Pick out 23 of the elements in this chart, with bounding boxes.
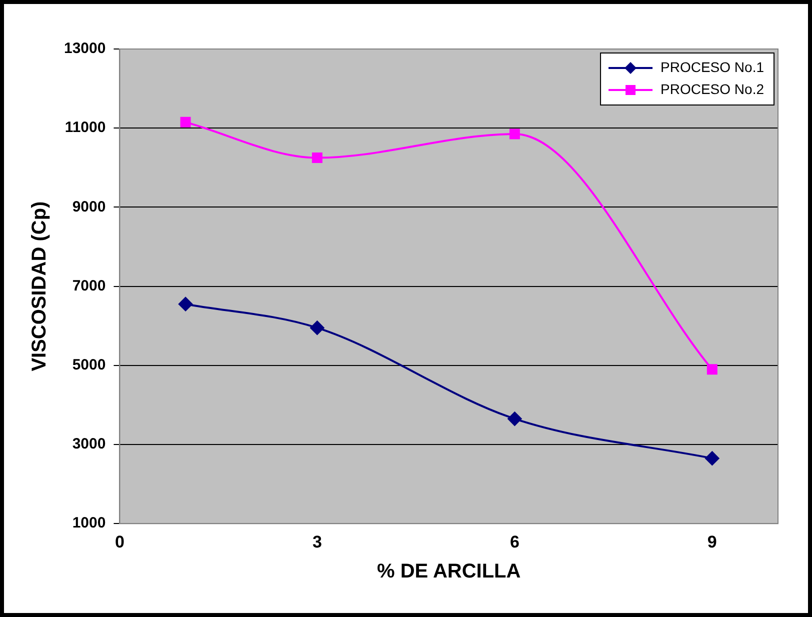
y-tick-label: 7000 bbox=[72, 277, 106, 294]
point bbox=[178, 297, 193, 312]
point bbox=[705, 451, 720, 466]
y-axis-title: VISCOSIDAD (Cp) bbox=[28, 201, 51, 372]
point bbox=[312, 152, 322, 164]
point bbox=[180, 116, 191, 128]
x-axis-title: % DE ARCILLA bbox=[377, 560, 521, 583]
x-tick-label: 3 bbox=[312, 532, 322, 552]
y-tick-label: 11000 bbox=[64, 119, 106, 136]
point bbox=[508, 412, 522, 426]
point bbox=[706, 364, 718, 375]
x-tick-label: 6 bbox=[510, 532, 520, 552]
y-tick-label: 9000 bbox=[72, 198, 106, 216]
y-tick-label: 3000 bbox=[72, 436, 106, 453]
point bbox=[310, 320, 324, 335]
legend-label: PROCESO No.2 bbox=[660, 80, 764, 97]
y-tick-label: 13000 bbox=[64, 40, 106, 58]
x-tick-label: 0 bbox=[114, 532, 124, 552]
point bbox=[509, 128, 520, 140]
x-tick-label: 9 bbox=[707, 532, 717, 552]
y-tick-label: 5000 bbox=[72, 356, 106, 374]
legend-label: PROCESO No.1 bbox=[660, 58, 764, 75]
y-tick-label: 1000 bbox=[72, 514, 106, 532]
